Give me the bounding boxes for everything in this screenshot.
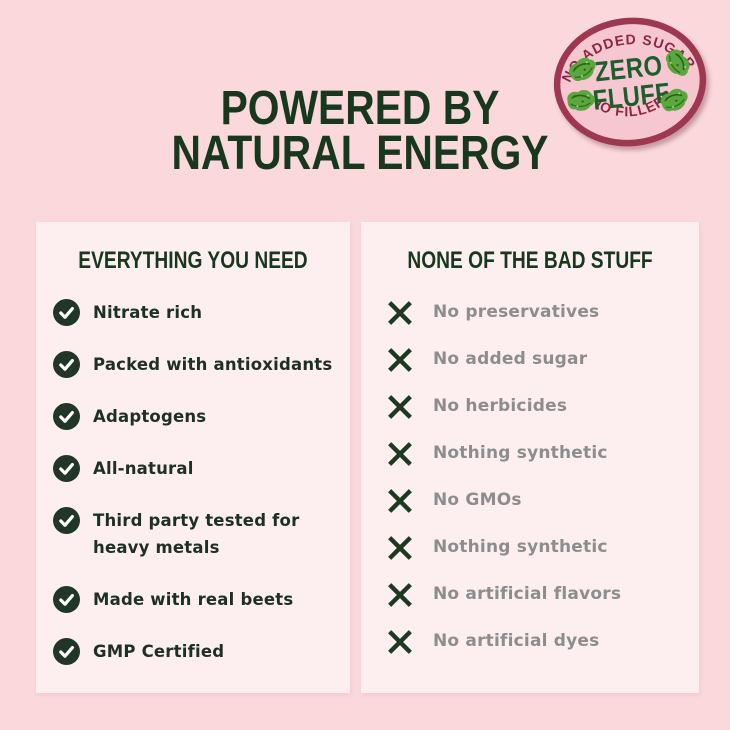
list-item-label: Adaptogens xyxy=(93,407,207,426)
list-item: Adaptogens xyxy=(36,403,350,430)
check-icon xyxy=(53,351,80,378)
list-item: Packed with antioxidants xyxy=(36,351,350,378)
list-item-label: No artificial dyes xyxy=(433,631,600,651)
everything-you-need-card: EVERYTHING YOU NEED Nitrate rich Packed … xyxy=(36,222,350,693)
list-item: No artificial flavors xyxy=(361,581,699,607)
check-icon xyxy=(53,455,80,482)
list-item-label: Packed with antioxidants xyxy=(93,355,333,374)
list-item: No artificial dyes xyxy=(361,628,699,654)
check-icon xyxy=(53,403,80,430)
exclusions-list: No preservatives No added sugar No herbi… xyxy=(361,299,699,654)
list-item-label: GMP Certified xyxy=(93,642,225,661)
list-item-label: Nitrate rich xyxy=(93,303,203,322)
list-item-label: No GMOs xyxy=(433,490,522,510)
list-item: All-natural xyxy=(36,455,350,482)
list-item: Made with real beets xyxy=(36,586,350,613)
x-icon xyxy=(388,395,412,419)
none-of-the-bad-stuff-card: NONE OF THE BAD STUFF No preservatives N… xyxy=(361,222,699,693)
check-icon xyxy=(53,586,80,613)
list-item: Nothing synthetic xyxy=(361,534,699,560)
list-item-label: Nothing synthetic xyxy=(433,537,608,557)
check-icon xyxy=(53,507,80,534)
list-item: GMP Certified xyxy=(36,638,350,665)
list-item-label: Nothing synthetic xyxy=(433,443,608,463)
check-icon xyxy=(53,638,80,665)
list-item: No added sugar xyxy=(361,346,699,372)
list-item: No preservatives xyxy=(361,299,699,325)
list-item-label: Third party tested for heavy metals xyxy=(93,511,300,557)
list-item: Third party tested for heavy metals xyxy=(36,507,350,561)
x-icon xyxy=(388,442,412,466)
page-title-line2: NATURAL ENERGY xyxy=(171,127,549,181)
left-card-title: EVERYTHING YOU NEED xyxy=(78,247,308,274)
zero-fluff-badge: NO ADDED SUGAR NO FILLERS ZERO FLUFF xyxy=(549,10,711,160)
badge-center-line2: FLUFF xyxy=(591,76,671,116)
list-item: Nitrate rich xyxy=(36,299,350,326)
x-icon xyxy=(388,583,412,607)
page-title: POWERED BY NATURAL ENERGY xyxy=(50,82,671,181)
check-icon xyxy=(53,299,80,326)
list-item: No GMOs xyxy=(361,487,699,513)
badge-rotated-group: NO ADDED SUGAR NO FILLERS ZERO FLUFF xyxy=(553,17,707,147)
page-title-line1: POWERED BY xyxy=(220,82,500,135)
x-icon xyxy=(388,489,412,513)
x-icon xyxy=(388,536,412,560)
benefits-list: Nitrate rich Packed with antioxidants Ad… xyxy=(36,299,350,665)
list-item: No herbicides xyxy=(361,393,699,419)
badge-oval xyxy=(553,17,707,147)
list-item-label: No herbicides xyxy=(433,396,568,416)
list-item-label: No added sugar xyxy=(433,349,588,369)
x-icon xyxy=(388,630,412,654)
badge-graphic: NO ADDED SUGAR NO FILLERS ZERO FLUFF xyxy=(553,17,707,147)
list-item-label: No artificial flavors xyxy=(433,584,622,604)
list-item: Nothing synthetic xyxy=(361,440,699,466)
list-item-label: Made with real beets xyxy=(93,590,294,609)
list-item-label: No preservatives xyxy=(433,302,600,322)
list-item-label: All-natural xyxy=(93,459,194,478)
badge-center-line1: ZERO xyxy=(593,49,664,88)
x-icon xyxy=(388,301,412,325)
right-card-title: NONE OF THE BAD STUFF xyxy=(407,247,653,274)
x-icon xyxy=(388,348,412,372)
